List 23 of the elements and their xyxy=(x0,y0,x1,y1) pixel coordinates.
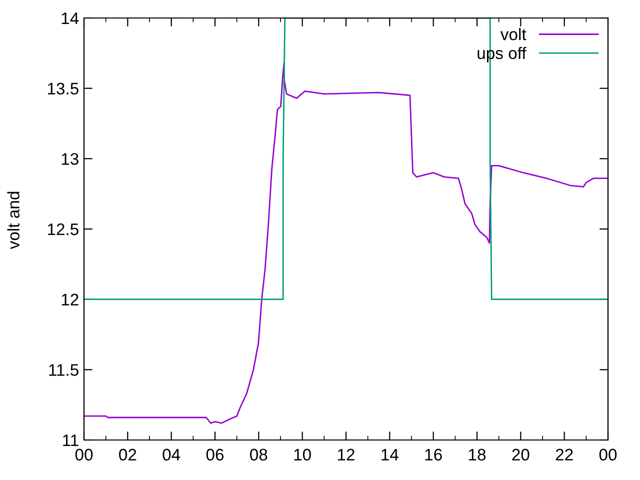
y-tick-label: 13.5 xyxy=(48,82,78,95)
x-tick-label: 16 xyxy=(425,448,442,461)
x-tick-label: 06 xyxy=(206,448,224,461)
y-tick-label: 14 xyxy=(62,12,79,24)
y-tick-label: 12 xyxy=(62,294,78,306)
legend-label: volt xyxy=(500,28,526,40)
x-tick-label: 14 xyxy=(382,448,398,460)
x-tick-label: 22 xyxy=(556,448,573,460)
y-tick-label: 11 xyxy=(63,434,78,446)
x-tick-label: 08 xyxy=(250,448,268,461)
x-tick-label: 02 xyxy=(119,448,136,461)
x-tick-label: 18 xyxy=(469,448,486,461)
x-tick-label: 10 xyxy=(294,448,311,461)
x-tick-label: 12 xyxy=(338,448,354,460)
y-axis-title: volt and xyxy=(7,192,20,250)
y-tick-label: 13 xyxy=(62,153,78,165)
x-tick-label: 00 xyxy=(75,448,93,461)
y-tick-label: 11.5 xyxy=(49,364,78,376)
x-tick-label: 20 xyxy=(512,448,530,461)
line-series xyxy=(84,62,608,424)
x-tick-label: 04 xyxy=(162,448,180,461)
x-tick-label: 00 xyxy=(599,448,617,461)
y-tick-label: 12.5 xyxy=(48,223,78,236)
